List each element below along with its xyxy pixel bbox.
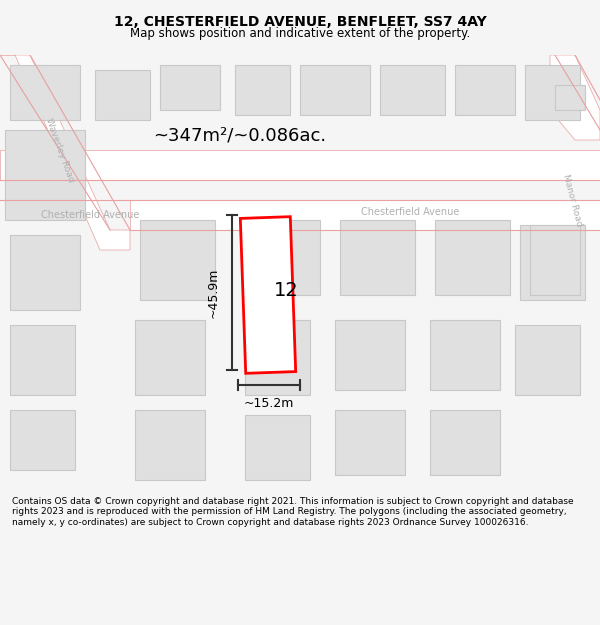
Text: Chesterfield Avenue: Chesterfield Avenue <box>361 207 459 217</box>
Text: ~15.2m: ~15.2m <box>244 397 294 410</box>
FancyBboxPatch shape <box>340 220 415 295</box>
Text: ~45.9m: ~45.9m <box>207 268 220 318</box>
FancyBboxPatch shape <box>335 410 405 475</box>
FancyBboxPatch shape <box>245 415 310 480</box>
FancyBboxPatch shape <box>430 320 500 390</box>
FancyBboxPatch shape <box>430 410 500 475</box>
FancyBboxPatch shape <box>135 320 205 395</box>
FancyBboxPatch shape <box>525 65 580 120</box>
Text: Chesterfield Avenue: Chesterfield Avenue <box>41 210 139 220</box>
Text: 12: 12 <box>274 281 298 299</box>
FancyBboxPatch shape <box>380 65 445 115</box>
FancyBboxPatch shape <box>530 225 580 295</box>
Text: Manor Road: Manor Road <box>560 173 583 227</box>
Text: Contains OS data © Crown copyright and database right 2021. This information is : Contains OS data © Crown copyright and d… <box>12 497 574 526</box>
Text: ~347m²/~0.086ac.: ~347m²/~0.086ac. <box>154 126 326 144</box>
FancyBboxPatch shape <box>10 410 75 470</box>
FancyBboxPatch shape <box>455 65 515 115</box>
FancyBboxPatch shape <box>250 220 320 295</box>
Bar <box>241 217 296 373</box>
FancyBboxPatch shape <box>10 65 80 120</box>
FancyBboxPatch shape <box>10 325 75 395</box>
Text: Map shows position and indicative extent of the property.: Map shows position and indicative extent… <box>130 27 470 39</box>
FancyBboxPatch shape <box>95 70 150 120</box>
Polygon shape <box>0 55 130 250</box>
Polygon shape <box>130 200 600 230</box>
FancyBboxPatch shape <box>555 85 585 110</box>
Polygon shape <box>0 150 600 180</box>
Polygon shape <box>550 55 600 140</box>
FancyBboxPatch shape <box>160 65 220 110</box>
FancyBboxPatch shape <box>520 225 585 300</box>
FancyBboxPatch shape <box>245 320 310 395</box>
Text: 12, CHESTERFIELD AVENUE, BENFLEET, SS7 4AY: 12, CHESTERFIELD AVENUE, BENFLEET, SS7 4… <box>113 16 487 29</box>
FancyBboxPatch shape <box>140 220 215 300</box>
FancyBboxPatch shape <box>300 65 370 115</box>
FancyBboxPatch shape <box>515 325 580 395</box>
FancyBboxPatch shape <box>435 220 510 295</box>
FancyBboxPatch shape <box>335 320 405 390</box>
FancyBboxPatch shape <box>10 235 80 310</box>
FancyBboxPatch shape <box>5 130 85 220</box>
FancyBboxPatch shape <box>135 410 205 480</box>
Text: Waverley Road: Waverley Road <box>44 117 76 183</box>
FancyBboxPatch shape <box>235 65 290 115</box>
